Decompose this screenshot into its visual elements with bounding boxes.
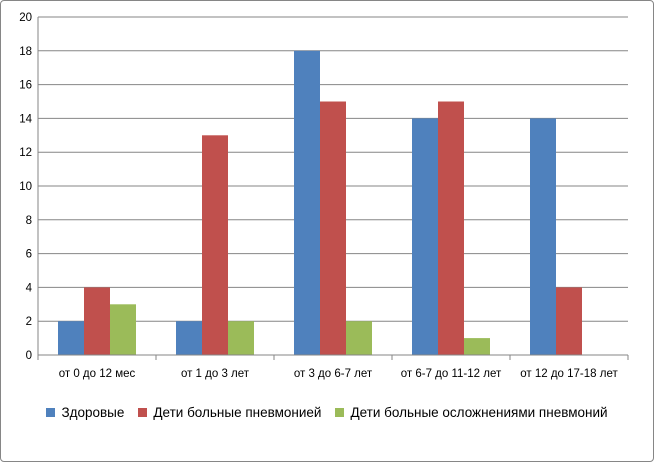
bar	[556, 287, 582, 355]
y-tick-label: 2	[26, 316, 32, 328]
bar	[438, 101, 464, 355]
bar	[58, 321, 84, 355]
bar	[176, 321, 202, 355]
bar	[202, 135, 228, 355]
x-tick-label: от 0 до 12 мес	[59, 368, 136, 380]
legend: Здоровые Дети больные пневмонией Дети бо…	[0, 398, 654, 426]
legend-label: Дети больные осложнениями пневмоний	[350, 404, 608, 420]
y-tick-label: 6	[26, 249, 32, 261]
legend-label: Дети больные пневмонией	[153, 404, 322, 420]
bar	[294, 50, 320, 356]
y-tick-label: 12	[19, 147, 32, 159]
grid-lines	[38, 16, 628, 322]
legend-label: Здоровые	[61, 404, 125, 420]
bar	[228, 321, 254, 355]
legend-item: Дети больные пневмонией	[138, 405, 321, 420]
y-tick-label: 4	[26, 282, 33, 294]
y-tick-label: 16	[19, 80, 32, 92]
x-tick-label: от 1 до 3 лет	[181, 368, 250, 380]
x-axis-tick-labels: от 0 до 12 мес от 1 до 3 лет от 3 до 6-7 л…	[59, 368, 619, 380]
y-tick-label: 20	[19, 12, 32, 24]
bars	[58, 50, 582, 356]
y-tick-label: 14	[19, 113, 32, 125]
x-tick-label: от 12 до 17-18 лет	[520, 368, 618, 380]
legend-swatch	[46, 407, 56, 417]
y-tick-label: 18	[19, 46, 32, 58]
bar	[110, 304, 136, 355]
bar	[320, 101, 346, 355]
legend-swatch	[138, 407, 148, 417]
legend-swatch	[335, 407, 345, 417]
x-tick-label: от 3 до 6-7 лет	[294, 368, 373, 380]
bar	[84, 287, 110, 355]
bar	[346, 321, 372, 355]
x-axis	[37, 17, 629, 360]
legend-item: Дети больные осложнениями пневмоний	[335, 404, 608, 420]
y-axis-tick-labels: 0 2 4 6 8 10 12 14 16 18 20	[19, 12, 32, 362]
bar	[464, 338, 490, 355]
x-tick-label: от 6-7 до 11-12 лет	[401, 368, 502, 380]
y-tick-label: 0	[26, 350, 32, 362]
bar-chart: 0 2 4 6 8 10 12 14 16 18 20 от 0 до 12 мес от 1 до …	[19, 12, 629, 380]
legend-item: Здоровые	[46, 405, 124, 420]
bar	[412, 118, 438, 356]
y-tick-label: 10	[19, 181, 32, 193]
bar	[530, 118, 556, 356]
y-tick-label: 8	[26, 215, 32, 227]
